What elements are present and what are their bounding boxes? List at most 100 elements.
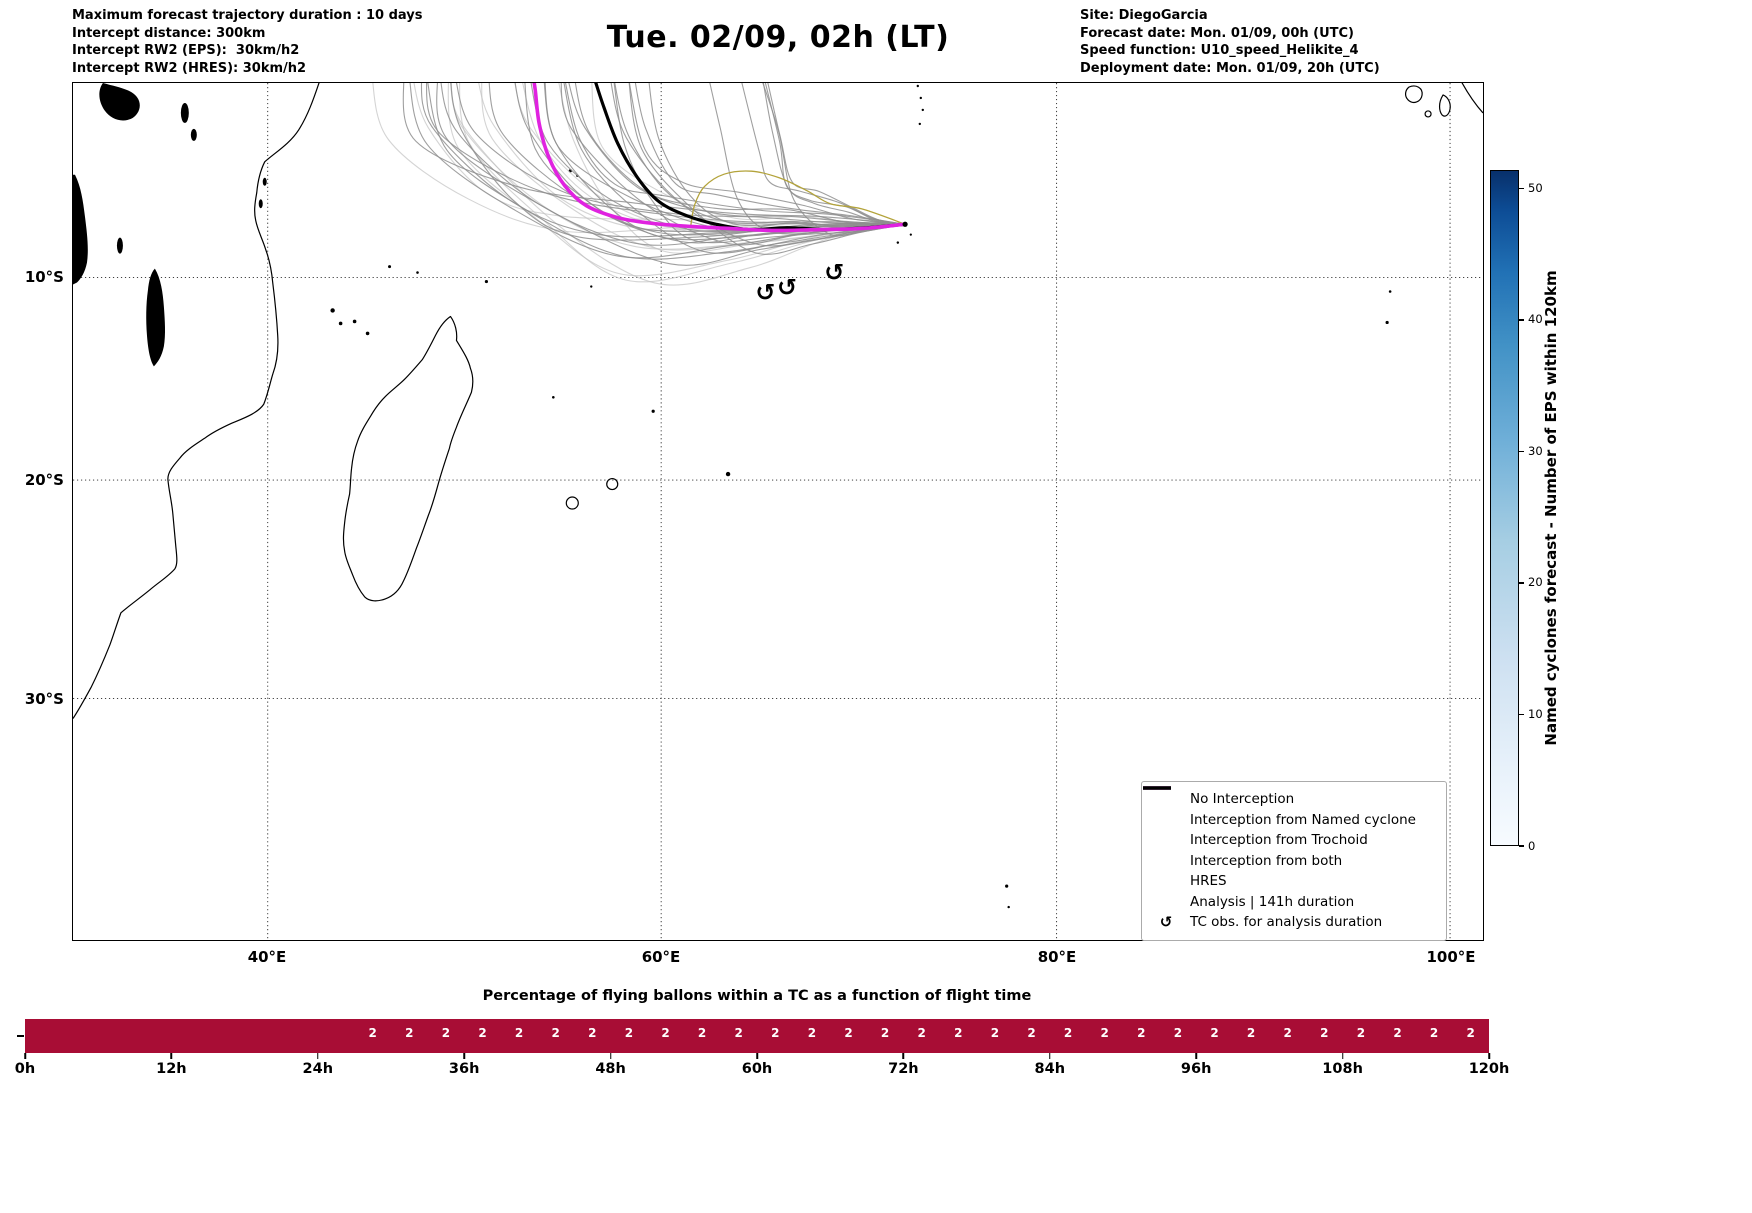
legend-label: Interception from both xyxy=(1190,852,1343,869)
lake-natron xyxy=(180,102,189,123)
eps-trajectory xyxy=(565,83,906,225)
bar-value-label: 2 xyxy=(990,1026,1000,1040)
sumatra-coast xyxy=(1461,83,1483,114)
colorbar-label: Named cyclones forecast - Number of EPS … xyxy=(1542,270,1560,746)
island-offshore xyxy=(1424,110,1432,118)
gridlines xyxy=(73,83,1483,940)
tc-obs-markers: ↺ ↺↺ xyxy=(755,258,844,306)
lake-eyasi xyxy=(190,128,197,141)
eps-trajectory xyxy=(450,83,906,241)
colorbar-tick-label: 50 xyxy=(1528,180,1543,195)
bar-value-label: 2 xyxy=(441,1026,451,1040)
info-site: Site: DiegoGarcia xyxy=(1080,8,1208,23)
tc-obs-icon: ↺ xyxy=(1159,913,1173,932)
map-canvas: ↺ ↺↺ xyxy=(73,83,1483,940)
colorbar-tick-label: 20 xyxy=(1528,575,1543,590)
bar-value-label: 2 xyxy=(624,1026,634,1040)
eps-trajectory xyxy=(456,83,906,225)
trajectory-hres xyxy=(532,83,907,233)
eps-trajectory xyxy=(628,83,906,225)
param-intercept-rw2-hres: Intercept RW2 (HRES): 30km/h2 xyxy=(72,60,307,76)
time-tick-label: 96h xyxy=(1180,1061,1212,1077)
legend-label: TC obs. for analysis duration xyxy=(1190,914,1383,931)
colorbar-tick-label: 30 xyxy=(1528,443,1543,458)
bar-value-label: 2 xyxy=(880,1026,890,1040)
time-tick xyxy=(24,1053,26,1059)
lat-tick-30s: 30°S xyxy=(24,690,64,708)
island-siberut xyxy=(1438,94,1451,117)
africa-east-coast xyxy=(73,83,320,719)
tc-percentage-bar xyxy=(25,1019,1489,1053)
bar-value-label: 2 xyxy=(661,1026,670,1040)
tc-obs-icon: ↺ xyxy=(777,274,797,302)
bar-value-label: 2 xyxy=(478,1026,487,1040)
eps-trajectory xyxy=(709,83,906,235)
bar-value-label: 2 xyxy=(1283,1026,1292,1040)
eps-trajectory xyxy=(628,83,906,255)
time-tick-label: 24h xyxy=(302,1061,334,1077)
map-panel: ↺ ↺ ↺ No Interception Interception from Nam… xyxy=(72,82,1484,941)
coastlines xyxy=(73,83,1483,719)
colorbar-tick xyxy=(1519,713,1524,716)
time-tick-label: 0h xyxy=(14,1061,36,1077)
eps-trajectory xyxy=(514,83,906,236)
legend-label: HRES xyxy=(1190,873,1227,890)
eps-trajectory xyxy=(427,83,906,260)
island-pemba xyxy=(262,177,267,186)
bar-value-label: 2 xyxy=(1429,1026,1439,1040)
eps-trajectory xyxy=(560,83,906,246)
bar-value-label: 2 xyxy=(917,1026,926,1040)
time-tick xyxy=(317,1053,319,1059)
time-tick xyxy=(1341,1053,1344,1059)
eps-trajectory-light xyxy=(450,83,906,286)
eps-trajectory-light xyxy=(372,83,906,234)
bar-value-label: 2 xyxy=(1027,1026,1036,1040)
time-tick xyxy=(1195,1053,1197,1059)
colorbar-tick-label: 10 xyxy=(1528,706,1543,721)
info-deployment-date: Deployment date: Mon. 01/09, 20h (UTC) xyxy=(1080,60,1380,76)
bar-value-label: 2 xyxy=(1063,1026,1073,1040)
bar-value-label: 2 xyxy=(954,1026,963,1040)
trajectory-interception-from-trochoid xyxy=(689,170,906,228)
colorbar-tick xyxy=(1519,582,1524,584)
lat-tick-10s: 10°S xyxy=(24,268,64,286)
bar-value-label: 2 xyxy=(1393,1026,1402,1040)
info-speed-function: Speed function: U10_speed_Helikite_4 xyxy=(1080,43,1359,58)
bar-value-label: 2 xyxy=(514,1026,524,1040)
colorbar-tick xyxy=(1519,845,1524,847)
colorbar xyxy=(1490,170,1519,846)
bar-value-label: 2 xyxy=(405,1026,414,1040)
bar-value-label: 2 xyxy=(1137,1026,1146,1040)
bar-value-label: 2 xyxy=(1356,1026,1366,1040)
time-tick xyxy=(463,1053,465,1059)
eps-trajectory xyxy=(568,83,906,225)
balloon-chart-title: Percentage of flying ballons within a TC… xyxy=(482,988,1032,1004)
bar-value-label: 2 xyxy=(1173,1026,1183,1040)
eps-trajectory xyxy=(426,83,906,225)
param-intercept-distance: Intercept distance: 300km xyxy=(72,25,266,41)
time-tick xyxy=(1488,1053,1490,1059)
eps-trajectory xyxy=(648,83,906,228)
bar-value-label: 2 xyxy=(734,1026,743,1040)
eps-trajectory xyxy=(610,83,906,247)
lake-victoria xyxy=(99,83,140,121)
time-tick xyxy=(609,1053,612,1059)
bar-value-label: 2 xyxy=(368,1026,377,1040)
time-tick xyxy=(756,1053,758,1059)
lake-malawi xyxy=(146,268,166,367)
legend-label: Interception from Trochoid xyxy=(1190,832,1368,849)
time-tick-label: 12h xyxy=(156,1061,187,1077)
tc-obs-icon: ↺ xyxy=(1150,913,1182,932)
lon-tick-60e: 60°E xyxy=(641,948,681,966)
island-zanzibar xyxy=(258,199,263,209)
lon-tick-80e: 80°E xyxy=(1037,948,1077,966)
eps-trajectory xyxy=(767,83,906,225)
island-nias xyxy=(1405,85,1423,104)
small-islands xyxy=(330,84,1392,909)
lon-tick-100e: 100°E xyxy=(1426,948,1476,966)
bar-value-label: 2 xyxy=(551,1026,560,1040)
tc-obs-icon: ↺ xyxy=(755,279,775,307)
site-info-block: Site: DiegoGarcia Forecast date: Mon. 01… xyxy=(1080,7,1380,77)
colorbar-tick xyxy=(1519,187,1524,190)
